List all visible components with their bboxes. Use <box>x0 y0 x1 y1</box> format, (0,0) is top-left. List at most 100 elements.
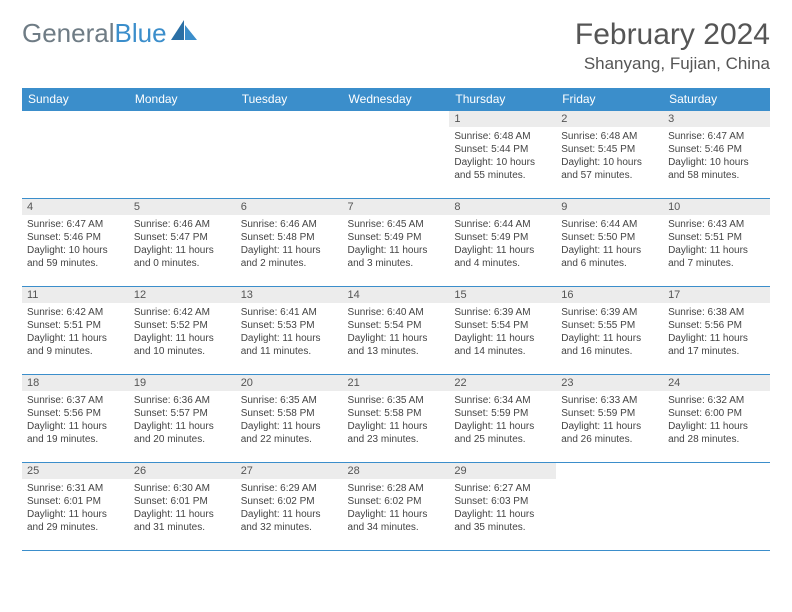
daylight-line1: Daylight: 11 hours <box>241 332 338 345</box>
weekday-header: Sunday <box>22 88 129 111</box>
calendar-day-cell: 2Sunrise: 6:48 AMSunset: 5:45 PMDaylight… <box>556 111 663 199</box>
sunset-text: Sunset: 5:59 PM <box>454 407 551 420</box>
sunset-text: Sunset: 6:01 PM <box>27 495 124 508</box>
daylight-line1: Daylight: 11 hours <box>454 420 551 433</box>
calendar-day-cell: 9Sunrise: 6:44 AMSunset: 5:50 PMDaylight… <box>556 199 663 287</box>
day-number: 4 <box>22 199 129 215</box>
day-number: 5 <box>129 199 236 215</box>
daylight-line2: and 23 minutes. <box>348 433 445 446</box>
day-number: 18 <box>22 375 129 391</box>
calendar-day-cell: 1Sunrise: 6:48 AMSunset: 5:44 PMDaylight… <box>449 111 556 199</box>
day-number: 16 <box>556 287 663 303</box>
day-content: Sunrise: 6:35 AMSunset: 5:58 PMDaylight:… <box>343 391 450 450</box>
daylight-line1: Daylight: 11 hours <box>561 244 658 257</box>
sunrise-text: Sunrise: 6:31 AM <box>27 482 124 495</box>
calendar-day-cell: 13Sunrise: 6:41 AMSunset: 5:53 PMDayligh… <box>236 287 343 375</box>
sunrise-text: Sunrise: 6:28 AM <box>348 482 445 495</box>
daylight-line2: and 31 minutes. <box>134 521 231 534</box>
daylight-line2: and 29 minutes. <box>27 521 124 534</box>
sunrise-text: Sunrise: 6:40 AM <box>348 306 445 319</box>
calendar-week-row: 1Sunrise: 6:48 AMSunset: 5:44 PMDaylight… <box>22 111 770 199</box>
day-number: 10 <box>663 199 770 215</box>
daylight-line2: and 0 minutes. <box>134 257 231 270</box>
sunrise-text: Sunrise: 6:47 AM <box>668 130 765 143</box>
calendar-day-cell: 27Sunrise: 6:29 AMSunset: 6:02 PMDayligh… <box>236 463 343 551</box>
calendar-day-cell <box>129 111 236 199</box>
day-content: Sunrise: 6:31 AMSunset: 6:01 PMDaylight:… <box>22 479 129 538</box>
day-content: Sunrise: 6:39 AMSunset: 5:54 PMDaylight:… <box>449 303 556 362</box>
daylight-line1: Daylight: 11 hours <box>134 508 231 521</box>
calendar-day-cell <box>556 463 663 551</box>
weekday-header: Friday <box>556 88 663 111</box>
day-content: Sunrise: 6:33 AMSunset: 5:59 PMDaylight:… <box>556 391 663 450</box>
sunset-text: Sunset: 5:46 PM <box>668 143 765 156</box>
day-number: 24 <box>663 375 770 391</box>
day-number: 6 <box>236 199 343 215</box>
sunset-text: Sunset: 5:53 PM <box>241 319 338 332</box>
daylight-line1: Daylight: 11 hours <box>134 244 231 257</box>
day-content: Sunrise: 6:37 AMSunset: 5:56 PMDaylight:… <box>22 391 129 450</box>
day-number: 8 <box>449 199 556 215</box>
day-number: 12 <box>129 287 236 303</box>
sunset-text: Sunset: 6:01 PM <box>134 495 231 508</box>
weekday-header: Wednesday <box>343 88 450 111</box>
day-number: 14 <box>343 287 450 303</box>
daylight-line1: Daylight: 11 hours <box>348 332 445 345</box>
sunset-text: Sunset: 5:51 PM <box>27 319 124 332</box>
daylight-line2: and 57 minutes. <box>561 169 658 182</box>
day-number: 23 <box>556 375 663 391</box>
day-content: Sunrise: 6:34 AMSunset: 5:59 PMDaylight:… <box>449 391 556 450</box>
calendar-day-cell: 8Sunrise: 6:44 AMSunset: 5:49 PMDaylight… <box>449 199 556 287</box>
daylight-line1: Daylight: 11 hours <box>348 244 445 257</box>
weekday-header: Thursday <box>449 88 556 111</box>
calendar-day-cell <box>663 463 770 551</box>
daylight-line2: and 25 minutes. <box>454 433 551 446</box>
sunrise-text: Sunrise: 6:30 AM <box>134 482 231 495</box>
day-number: 9 <box>556 199 663 215</box>
calendar-day-cell: 16Sunrise: 6:39 AMSunset: 5:55 PMDayligh… <box>556 287 663 375</box>
daylight-line2: and 3 minutes. <box>348 257 445 270</box>
calendar-day-cell: 11Sunrise: 6:42 AMSunset: 5:51 PMDayligh… <box>22 287 129 375</box>
day-number: 19 <box>129 375 236 391</box>
sunset-text: Sunset: 5:57 PM <box>134 407 231 420</box>
sunset-text: Sunset: 6:03 PM <box>454 495 551 508</box>
daylight-line1: Daylight: 11 hours <box>348 420 445 433</box>
daylight-line2: and 19 minutes. <box>27 433 124 446</box>
sunrise-text: Sunrise: 6:48 AM <box>454 130 551 143</box>
day-content: Sunrise: 6:42 AMSunset: 5:52 PMDaylight:… <box>129 303 236 362</box>
daylight-line1: Daylight: 11 hours <box>241 420 338 433</box>
day-content: Sunrise: 6:30 AMSunset: 6:01 PMDaylight:… <box>129 479 236 538</box>
day-number: 28 <box>343 463 450 479</box>
daylight-line1: Daylight: 10 hours <box>454 156 551 169</box>
brand-part2: Blue <box>115 18 167 48</box>
sunset-text: Sunset: 6:02 PM <box>348 495 445 508</box>
daylight-line2: and 7 minutes. <box>668 257 765 270</box>
day-content: Sunrise: 6:44 AMSunset: 5:49 PMDaylight:… <box>449 215 556 274</box>
day-content: Sunrise: 6:46 AMSunset: 5:47 PMDaylight:… <box>129 215 236 274</box>
calendar-body: 1Sunrise: 6:48 AMSunset: 5:44 PMDaylight… <box>22 111 770 551</box>
daylight-line2: and 9 minutes. <box>27 345 124 358</box>
location-text: Shanyang, Fujian, China <box>575 54 770 74</box>
day-number: 25 <box>22 463 129 479</box>
sunrise-text: Sunrise: 6:43 AM <box>668 218 765 231</box>
sunrise-text: Sunrise: 6:46 AM <box>241 218 338 231</box>
day-content: Sunrise: 6:36 AMSunset: 5:57 PMDaylight:… <box>129 391 236 450</box>
calendar-day-cell: 15Sunrise: 6:39 AMSunset: 5:54 PMDayligh… <box>449 287 556 375</box>
day-number: 15 <box>449 287 556 303</box>
sunrise-text: Sunrise: 6:33 AM <box>561 394 658 407</box>
calendar-day-cell: 6Sunrise: 6:46 AMSunset: 5:48 PMDaylight… <box>236 199 343 287</box>
sunrise-text: Sunrise: 6:42 AM <box>134 306 231 319</box>
sunset-text: Sunset: 5:48 PM <box>241 231 338 244</box>
calendar-week-row: 11Sunrise: 6:42 AMSunset: 5:51 PMDayligh… <box>22 287 770 375</box>
day-content: Sunrise: 6:40 AMSunset: 5:54 PMDaylight:… <box>343 303 450 362</box>
calendar-day-cell: 4Sunrise: 6:47 AMSunset: 5:46 PMDaylight… <box>22 199 129 287</box>
sunrise-text: Sunrise: 6:44 AM <box>561 218 658 231</box>
sunrise-text: Sunrise: 6:35 AM <box>241 394 338 407</box>
daylight-line2: and 20 minutes. <box>134 433 231 446</box>
sunrise-text: Sunrise: 6:34 AM <box>454 394 551 407</box>
day-number: 2 <box>556 111 663 127</box>
daylight-line2: and 55 minutes. <box>454 169 551 182</box>
calendar-day-cell: 25Sunrise: 6:31 AMSunset: 6:01 PMDayligh… <box>22 463 129 551</box>
sunrise-text: Sunrise: 6:48 AM <box>561 130 658 143</box>
day-content: Sunrise: 6:48 AMSunset: 5:44 PMDaylight:… <box>449 127 556 186</box>
